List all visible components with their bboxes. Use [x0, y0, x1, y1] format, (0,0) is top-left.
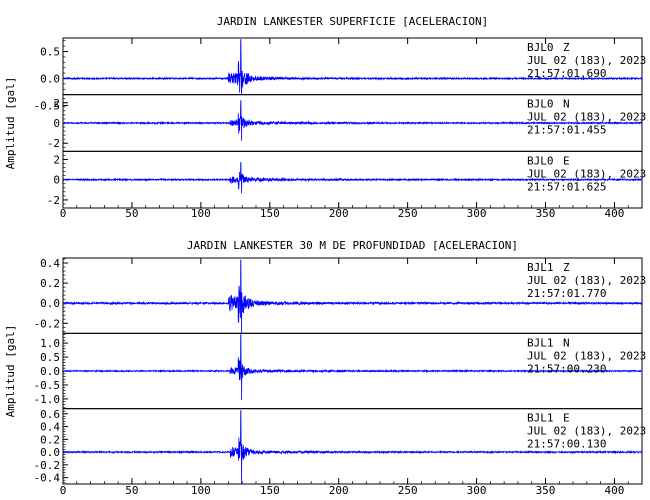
- x-tick-label: 200: [329, 484, 349, 497]
- record-date: JUL 02 (183), 2023: [527, 167, 646, 180]
- y-tick-label: 0.0: [40, 365, 60, 378]
- component-code: N: [563, 336, 570, 349]
- waveform-trace: [62, 100, 643, 141]
- record-time: 21:57:01.690: [527, 67, 606, 80]
- record-date: JUL 02 (183), 2023: [527, 349, 646, 362]
- y-tick-label: 0.4: [40, 257, 60, 270]
- station-code: BJL0: [527, 154, 554, 167]
- component-code: E: [563, 154, 570, 167]
- record-date: JUL 02 (183), 2023: [527, 111, 646, 124]
- x-tick-label: 100: [191, 484, 211, 497]
- waveform-trace: [62, 162, 643, 194]
- waveform-trace: [62, 39, 643, 95]
- x-tick-label: 350: [536, 207, 556, 220]
- component-code: Z: [563, 261, 570, 274]
- x-tick-label: 350: [536, 484, 556, 497]
- x-tick-label: 150: [260, 484, 280, 497]
- x-tick-label: 250: [398, 484, 418, 497]
- chart-2: JARDIN LANKESTER 30 M DE PROFUNDIDAD [AC…: [4, 239, 646, 497]
- y-tick-label: -0.4: [34, 472, 61, 485]
- y-tick-label: 0.6: [40, 408, 60, 421]
- x-tick-label: 200: [329, 207, 349, 220]
- x-tick-label: 300: [467, 484, 487, 497]
- component-code: E: [563, 412, 570, 425]
- y-tick-label: -2: [47, 137, 60, 150]
- y-tick-label: 0.5: [40, 45, 60, 58]
- record-date: JUL 02 (183), 2023: [527, 425, 646, 438]
- y-tick-label: 1.0: [40, 337, 60, 350]
- record-time: 21:57:00.230: [527, 362, 606, 375]
- y-tick-label: 0.0: [40, 297, 60, 310]
- waveform-trace: [62, 334, 643, 401]
- record-date: JUL 02 (183), 2023: [527, 274, 646, 287]
- y-tick-label: 0.4: [40, 421, 60, 434]
- chart-1: JARDIN LANKESTER SUPERFICIE [ACELERACION…: [4, 15, 646, 220]
- y-tick-label: -0.5: [34, 99, 61, 112]
- station-code: BJL0: [527, 98, 554, 111]
- station-code: BJL1: [527, 261, 554, 274]
- y-tick-label: 2: [53, 153, 60, 166]
- y-tick-label: 0.5: [40, 351, 60, 364]
- x-tick-label: 0: [60, 484, 67, 497]
- station-code: BJL0: [527, 41, 554, 54]
- y-tick-label: -0.5: [34, 379, 61, 392]
- y-tick-label: 0.2: [40, 277, 60, 290]
- y-axis-label: Amplitud [gal]: [4, 77, 17, 170]
- y-tick-label: 0.0: [40, 446, 60, 459]
- x-tick-label: 300: [467, 207, 487, 220]
- record-time: 21:57:01.625: [527, 180, 606, 193]
- y-tick-label: -0.2: [34, 459, 61, 472]
- x-tick-label: 50: [125, 207, 138, 220]
- station-code: BJL1: [527, 336, 554, 349]
- waveform-trace: [62, 259, 643, 334]
- component-code: Z: [563, 41, 570, 54]
- x-tick-label: 400: [604, 484, 624, 497]
- chart-title: JARDIN LANKESTER SUPERFICIE [ACELERACION…: [217, 15, 489, 28]
- x-tick-label: 150: [260, 207, 280, 220]
- record-time: 21:57:00.130: [527, 438, 606, 451]
- x-tick-label: 0: [60, 207, 67, 220]
- y-tick-label: 0.0: [40, 72, 60, 85]
- y-tick-label: 0.2: [40, 433, 60, 446]
- chart-title: JARDIN LANKESTER 30 M DE PROFUNDIDAD [AC…: [187, 239, 518, 252]
- x-tick-label: 50: [125, 484, 138, 497]
- record-time: 21:57:01.455: [527, 124, 606, 137]
- record-date: JUL 02 (183), 2023: [527, 54, 646, 67]
- y-tick-label: -0.2: [34, 317, 61, 330]
- x-tick-label: 250: [398, 207, 418, 220]
- station-code: BJL1: [527, 412, 554, 425]
- y-tick-label: 2: [53, 97, 60, 110]
- x-tick-label: 100: [191, 207, 211, 220]
- y-axis-label: Amplitud [gal]: [4, 325, 17, 418]
- waveform-trace: [62, 410, 643, 485]
- component-code: N: [563, 98, 570, 111]
- y-tick-label: -2: [47, 194, 60, 207]
- record-time: 21:57:01.770: [527, 287, 606, 300]
- x-tick-label: 400: [604, 207, 624, 220]
- y-tick-label: 0: [53, 117, 60, 130]
- y-tick-label: 0: [53, 174, 60, 187]
- y-tick-label: -1.0: [34, 393, 61, 406]
